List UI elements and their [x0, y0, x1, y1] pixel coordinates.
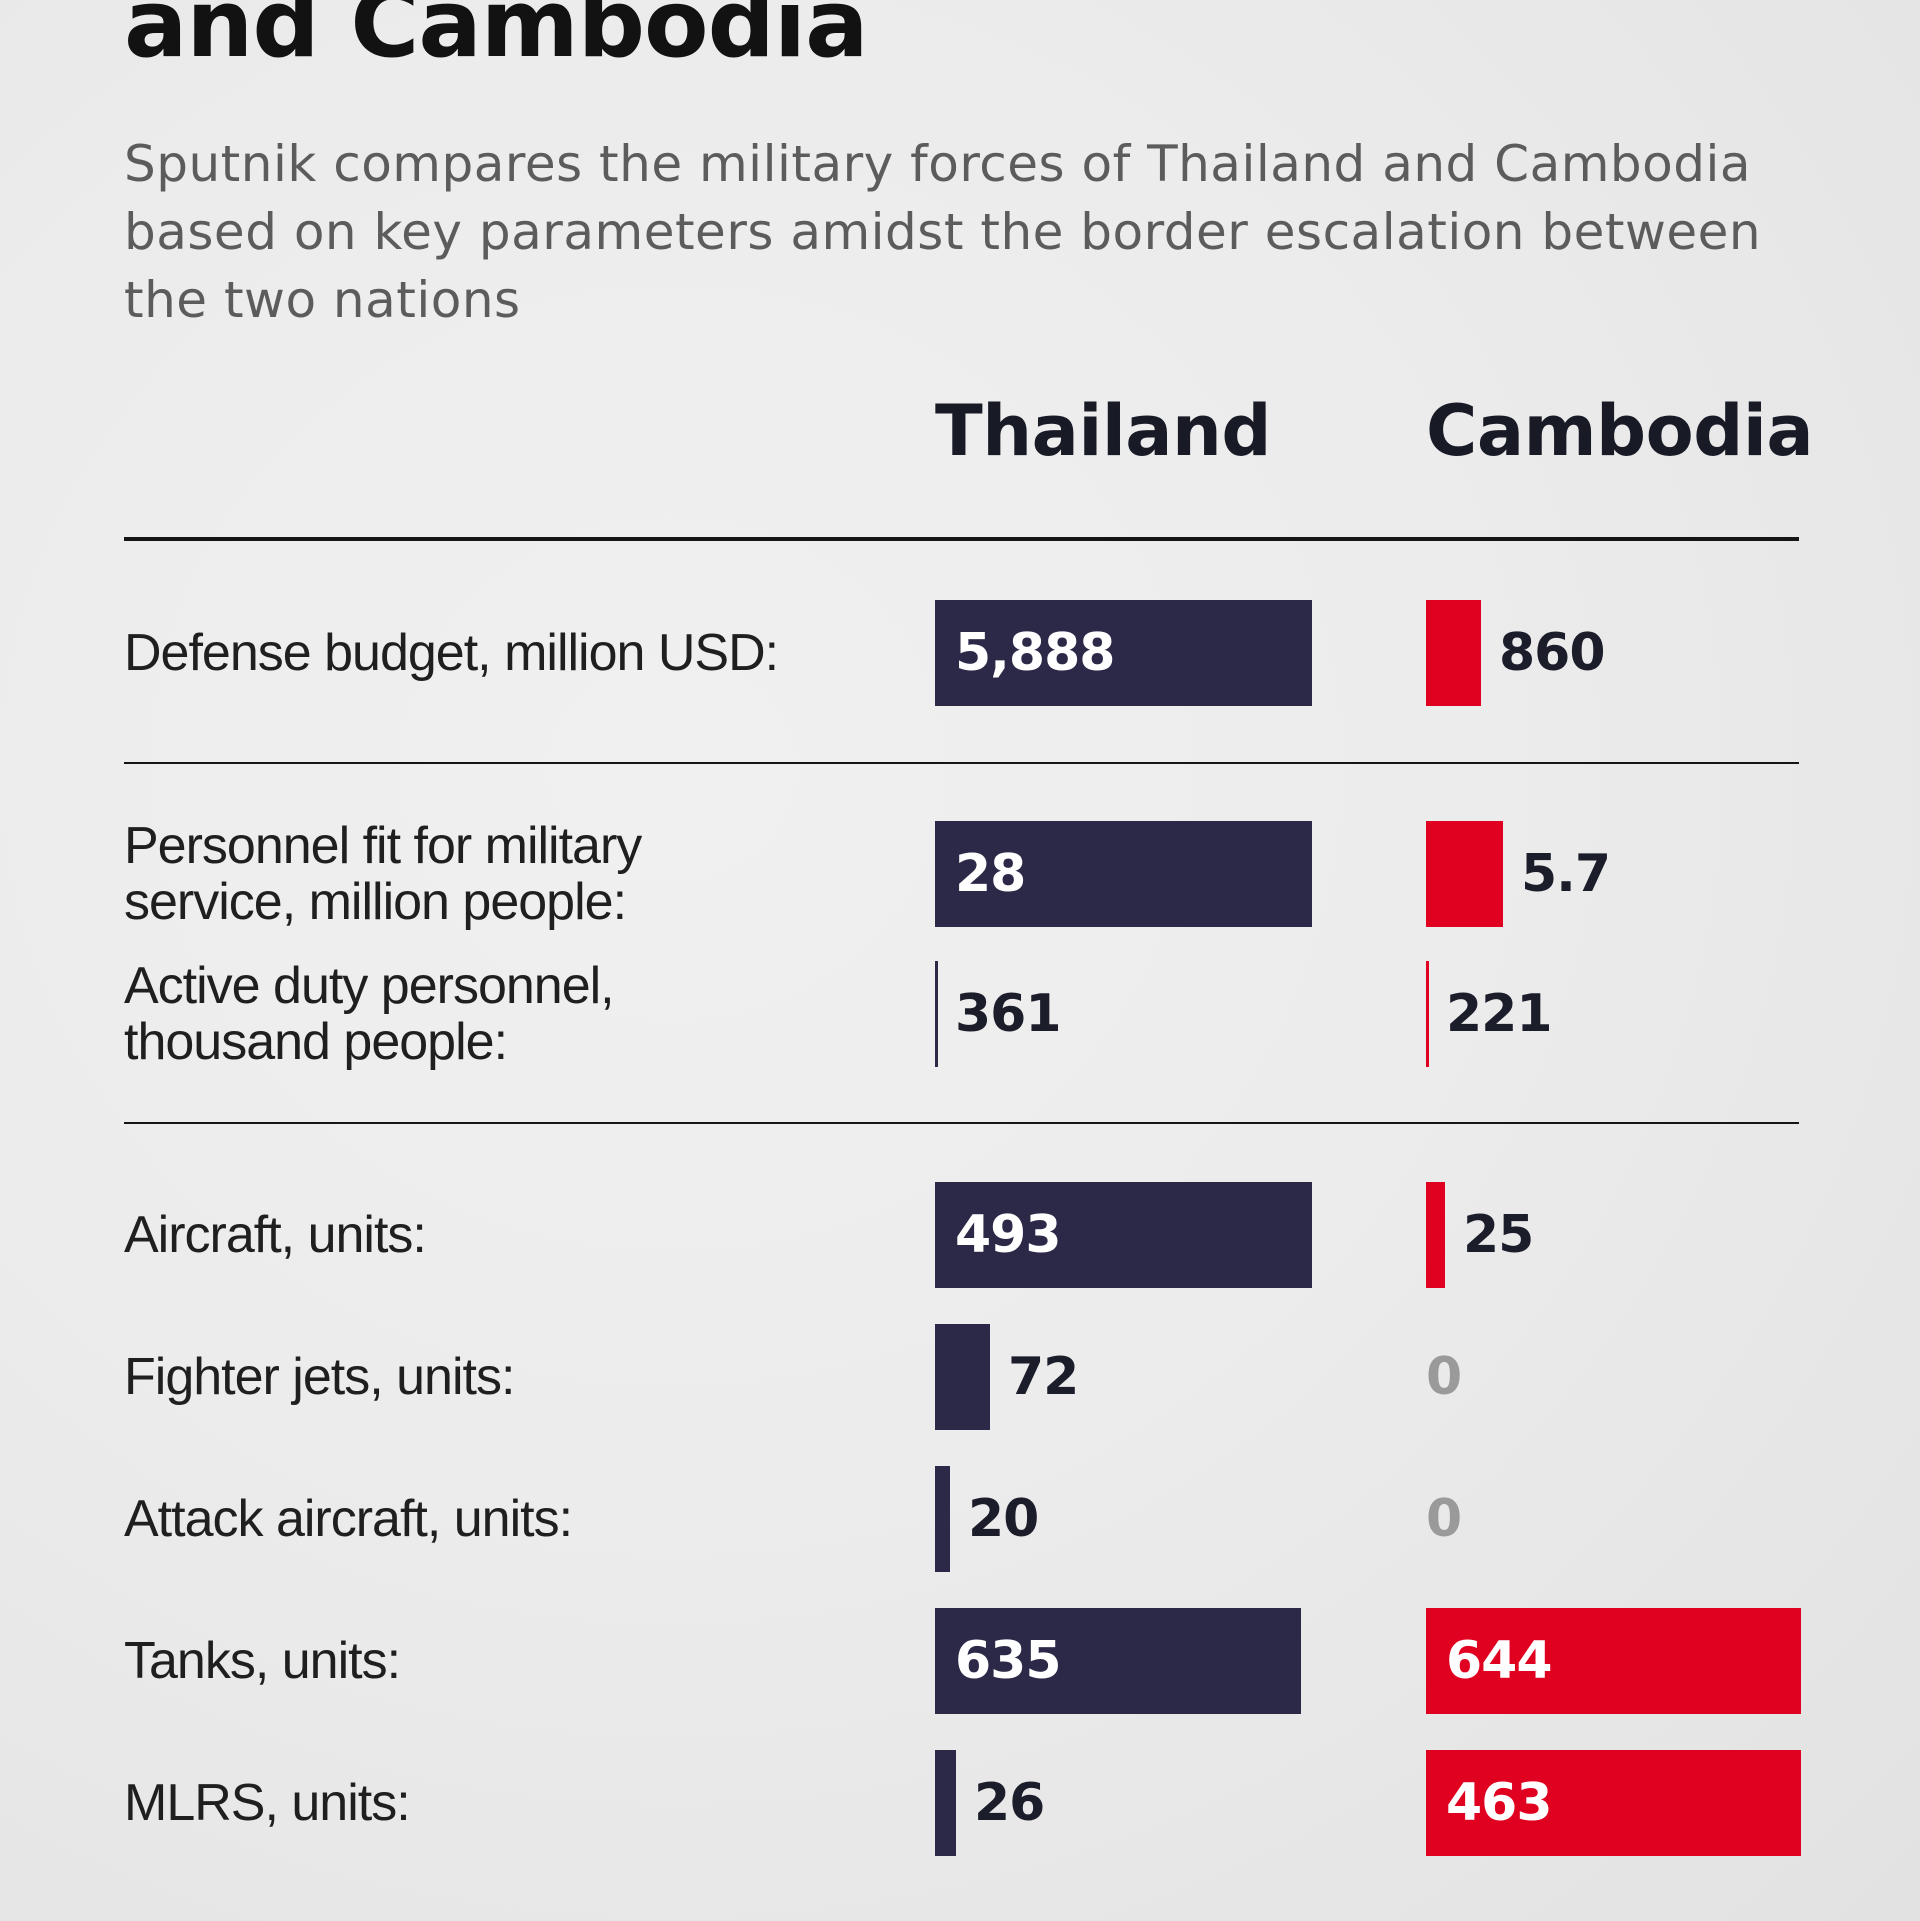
row-label-line: Aircraft, units: [124, 1206, 427, 1264]
chart-title: and Cambodia [124, 0, 869, 79]
row-label-line: Defense budget, million USD: [124, 624, 779, 682]
row-label-mlrs-units: MLRS, units: [124, 1774, 411, 1832]
thailand-bar-defense-budget-million-usd [935, 600, 1312, 706]
thailand-value-personnel-fit-for-military-service-million-people: 28 [955, 844, 1026, 904]
row-label-attack-aircraft-units: Attack aircraft, units: [124, 1490, 573, 1548]
thailand-value-attack-aircraft-units: 20 [968, 1489, 1039, 1549]
thailand-bar-tanks-units [935, 1608, 1301, 1714]
thailand-bar-mlrs-units [935, 1750, 956, 1856]
column-header-thailand: Thailand [935, 390, 1272, 472]
cambodia-bar-personnel-fit-for-military-service-million-people [1426, 821, 1503, 927]
row-label-personnel-fit-for-military-service-million-people: Personnel fit for military service, milli… [124, 817, 642, 931]
cambodia-value-active-duty-personnel-thousand-people: 221 [1446, 984, 1553, 1044]
row-label-fighter-jets-units: Fighter jets, units: [124, 1348, 515, 1406]
row-label-line: service, million people: [124, 873, 627, 931]
row-label-line: Active duty personnel, [124, 957, 615, 1015]
thailand-value-defense-budget-million-usd: 5,888 [955, 623, 1115, 683]
cambodia-bar-defense-budget-million-usd [1426, 600, 1481, 706]
thailand-value-mlrs-units: 26 [974, 1773, 1045, 1833]
cambodia-bar-active-duty-personnel-thousand-people [1426, 961, 1429, 1067]
row-label-aircraft-units: Aircraft, units: [124, 1206, 427, 1264]
thailand-bar-aircraft-units [935, 1182, 1312, 1288]
cambodia-bar-aircraft-units [1426, 1182, 1445, 1288]
cambodia-value-mlrs-units: 463 [1446, 1773, 1553, 1833]
row-label-line: Attack aircraft, units: [124, 1490, 573, 1548]
row-label-line: Tanks, units: [124, 1632, 401, 1690]
cambodia-value-tanks-units: 644 [1446, 1631, 1553, 1691]
row-label-line: Fighter jets, units: [124, 1348, 515, 1406]
cambodia-value-fighter-jets-units: 0 [1426, 1347, 1462, 1407]
thailand-value-active-duty-personnel-thousand-people: 361 [955, 984, 1062, 1044]
header-divider [124, 537, 1799, 541]
row-label-active-duty-personnel-thousand-people: Active duty personnel, thousand people: [124, 957, 615, 1071]
column-header-cambodia: Cambodia [1426, 390, 1814, 472]
cambodia-value-defense-budget-million-usd: 860 [1499, 623, 1606, 683]
cambodia-value-personnel-fit-for-military-service-million-people: 5.7 [1521, 844, 1611, 904]
thailand-value-tanks-units: 635 [955, 1631, 1062, 1691]
thailand-value-fighter-jets-units: 72 [1008, 1347, 1079, 1407]
cambodia-value-attack-aircraft-units: 0 [1426, 1489, 1462, 1549]
thailand-value-aircraft-units: 493 [955, 1205, 1062, 1265]
group-divider-budget [124, 762, 1799, 764]
cambodia-bar-mlrs-units [1426, 1750, 1801, 1856]
row-label-line: Personnel fit for military [124, 817, 642, 875]
row-label-line: thousand people: [124, 1013, 508, 1071]
row-label-defense-budget-million-usd: Defense budget, million USD: [124, 624, 779, 682]
group-divider-personnel [124, 1122, 1799, 1124]
chart-subtitle: Sputnik compares the military forces of … [124, 135, 1762, 329]
thailand-bar-active-duty-personnel-thousand-people [935, 961, 938, 1067]
row-label-line: MLRS, units: [124, 1774, 411, 1832]
cambodia-value-aircraft-units: 25 [1463, 1205, 1534, 1265]
thailand-bar-personnel-fit-for-military-service-million-people [935, 821, 1312, 927]
row-label-tanks-units: Tanks, units: [124, 1632, 401, 1690]
thailand-bar-fighter-jets-units [935, 1324, 990, 1430]
cambodia-bar-tanks-units [1426, 1608, 1801, 1714]
thailand-bar-attack-aircraft-units [935, 1466, 950, 1572]
